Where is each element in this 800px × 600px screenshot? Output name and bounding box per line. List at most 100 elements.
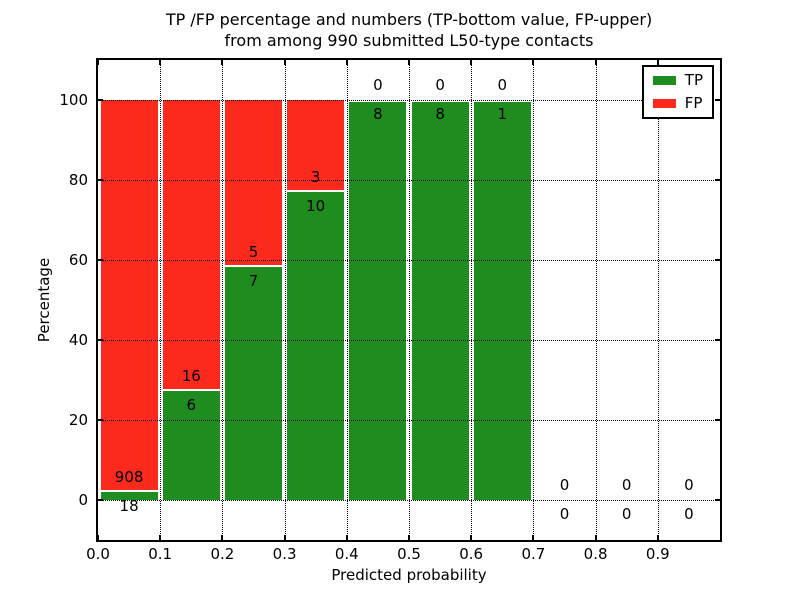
tp-swatch-icon bbox=[652, 75, 676, 85]
tp-count-label: 0 bbox=[621, 505, 632, 523]
x-tick-mark bbox=[97, 535, 99, 540]
tp-count-label: 18 bbox=[119, 497, 139, 516]
y-tick-mark bbox=[98, 419, 103, 421]
fp-swatch-icon bbox=[652, 98, 676, 108]
fp-count-label: 0 bbox=[621, 476, 632, 494]
bar-segment-fp bbox=[100, 100, 158, 491]
bar-segment-tp bbox=[224, 266, 283, 500]
x-tick-mark bbox=[221, 535, 224, 540]
y-tick-mark bbox=[715, 339, 720, 341]
y-tick-label: 100 bbox=[59, 91, 88, 109]
fp-count-label: 0 bbox=[559, 476, 570, 494]
x-tick-mark bbox=[470, 535, 473, 540]
gridline-v bbox=[409, 60, 410, 540]
gridline-v bbox=[533, 60, 535, 540]
plot-area: TP FP 908 18 16 6 5 7 3 10 0 8 0 8 0 1 0 0 0 0 0 0 bbox=[96, 58, 722, 542]
legend-label-tp: TP bbox=[684, 71, 703, 89]
gridline-v bbox=[346, 60, 348, 540]
x-tick-mark bbox=[345, 535, 348, 540]
y-tick-mark bbox=[715, 419, 720, 421]
y-tick-label: 0 bbox=[78, 491, 88, 509]
y-tick-mark bbox=[715, 499, 720, 501]
tp-count-label: 7 bbox=[248, 271, 259, 290]
chart-title-line2: from among 990 submitted L50-type contac… bbox=[224, 31, 594, 51]
gridline-v bbox=[222, 60, 224, 540]
y-tick-mark bbox=[715, 259, 720, 261]
x-tick-mark bbox=[594, 60, 597, 65]
y-tick-mark bbox=[98, 179, 103, 181]
fp-count-label: 3 bbox=[310, 168, 321, 187]
gridline-v bbox=[284, 60, 286, 540]
x-tick-mark bbox=[221, 60, 224, 65]
x-tick-label: 0.3 bbox=[272, 545, 297, 563]
x-tick-label: 0.7 bbox=[521, 545, 546, 563]
bar-segment-tp bbox=[100, 492, 158, 500]
y-tick-mark bbox=[98, 339, 103, 341]
x-tick-label: 0.4 bbox=[334, 545, 359, 563]
y-axis-title: Percentage bbox=[35, 257, 53, 343]
x-tick-label: 0.1 bbox=[148, 545, 173, 563]
x-tick-label: 0.8 bbox=[583, 545, 608, 563]
y-tick-mark bbox=[715, 179, 720, 181]
x-tick-mark bbox=[532, 60, 535, 65]
bar-segment-tp bbox=[473, 100, 531, 500]
y-tick-label: 60 bbox=[68, 251, 88, 269]
bar-segment-fp bbox=[224, 100, 283, 265]
tp-count-label: 0 bbox=[559, 505, 570, 523]
fp-count-label: 0 bbox=[435, 76, 445, 94]
y-tick-label: 20 bbox=[68, 411, 88, 429]
tp-count-label: 8 bbox=[435, 105, 445, 123]
x-tick-label: 0.2 bbox=[210, 545, 235, 563]
x-tick-mark bbox=[408, 60, 410, 65]
y-tick-label: 40 bbox=[68, 331, 88, 349]
y-tick-mark bbox=[715, 99, 720, 101]
x-tick-mark bbox=[345, 60, 348, 65]
tp-count-label: 6 bbox=[186, 395, 197, 414]
chart-title-line1: TP /FP percentage and numbers (TP-bottom… bbox=[165, 10, 653, 29]
gridline-v bbox=[657, 60, 659, 540]
gridline-v bbox=[471, 60, 473, 540]
x-tick-mark bbox=[656, 535, 659, 540]
x-tick-mark bbox=[532, 535, 535, 540]
x-tick-mark bbox=[159, 60, 162, 65]
chart-title: TP /FP percentage and numbers (TP-bottom… bbox=[98, 9, 720, 51]
plot-border-left bbox=[96, 58, 98, 542]
fp-count-label: 16 bbox=[181, 366, 201, 385]
plot-border-top bbox=[96, 58, 722, 60]
x-tick-mark bbox=[408, 535, 410, 540]
tp-count-label: 0 bbox=[684, 505, 694, 523]
x-tick-mark bbox=[283, 535, 286, 540]
x-tick-mark bbox=[159, 535, 162, 540]
fp-count-label: 0 bbox=[684, 476, 694, 494]
x-tick-mark bbox=[283, 60, 286, 65]
gridline-v bbox=[160, 60, 162, 540]
bar-segment-tp bbox=[411, 100, 469, 500]
fp-count-label: 908 bbox=[114, 468, 144, 487]
x-axis-title: Predicted probability bbox=[331, 566, 487, 584]
legend-item-fp: FP bbox=[652, 94, 703, 112]
y-tick-mark bbox=[98, 499, 103, 501]
x-tick-label: 0.5 bbox=[397, 545, 421, 563]
plot-border-right bbox=[720, 58, 722, 542]
y-tick-mark bbox=[98, 259, 103, 261]
plot-border-bottom bbox=[96, 540, 722, 542]
x-tick-mark bbox=[594, 535, 597, 540]
legend-label-fp: FP bbox=[684, 94, 703, 112]
x-tick-mark bbox=[97, 60, 99, 65]
fp-count-label: 0 bbox=[373, 76, 383, 94]
x-tick-label: 0.9 bbox=[645, 545, 670, 563]
bar-segment-fp bbox=[162, 100, 220, 389]
bar-segment-fp bbox=[287, 100, 345, 191]
legend: TP FP bbox=[641, 65, 714, 119]
x-tick-label: 0.0 bbox=[86, 545, 110, 563]
gridline-v bbox=[595, 60, 597, 540]
y-tick-mark bbox=[98, 99, 103, 101]
y-tick-label: 80 bbox=[68, 171, 88, 189]
x-tick-label: 0.6 bbox=[459, 545, 484, 563]
bar-segment-tp bbox=[287, 192, 345, 500]
tp-count-label: 10 bbox=[306, 197, 326, 216]
bar-segment-tp bbox=[349, 100, 407, 500]
legend-item-tp: TP bbox=[652, 71, 703, 89]
bar-segment-tp bbox=[162, 390, 220, 500]
